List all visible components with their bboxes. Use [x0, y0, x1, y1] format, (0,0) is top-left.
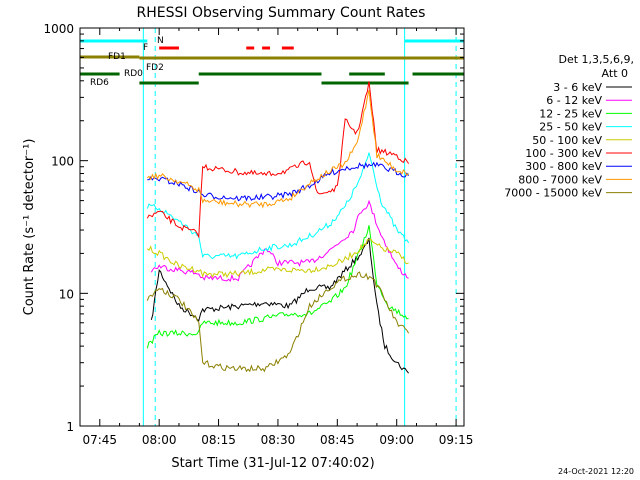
x-tick-label-1: 07:45 [82, 433, 117, 447]
y-axis-label: Count Rate (s⁻¹ detector⁻¹) [22, 139, 37, 316]
series-line-3 [146, 225, 409, 349]
flag-label-rd0: RD0 [124, 69, 143, 79]
chart-title: RHESSI Observing Summary Count Rates [137, 5, 426, 21]
legend-header-line-2: Att 0 [602, 67, 628, 80]
legend-label-5: 50 - 100 keV [532, 134, 602, 147]
x-tick-label-7: 09:15 [439, 433, 474, 447]
y-tick-label-2: 10 [59, 287, 74, 301]
legend-label-1: 3 - 6 keV [553, 81, 602, 94]
flag-label-fd1: FD1 [108, 52, 126, 62]
y-tick-label-4: 1000 [43, 22, 74, 36]
series-line-6 [146, 81, 410, 239]
series-line-9 [146, 271, 410, 373]
x-tick-label-4: 08:30 [261, 433, 296, 447]
axes: 07:45 08:00 08:15 08:30 08:45 09:00 09:15 1 10 10… [43, 22, 473, 447]
series-line-5 [146, 238, 409, 279]
legend-label-8: 800 - 7000 keV [518, 173, 602, 186]
legend-label-3: 12 - 25 keV [539, 107, 602, 120]
x-axis-label: Start Time (31-Jul-12 07:40:02) [171, 456, 374, 471]
series-line-8 [146, 89, 409, 209]
x-tick-label-3: 08:15 [201, 433, 236, 447]
flag-label-fd2: FD2 [146, 63, 164, 73]
legend-label-4: 25 - 50 keV [539, 121, 602, 134]
legend-label-9: 7000 - 15000 keV [504, 187, 602, 200]
legend-label-2: 6 - 12 keV [546, 94, 602, 107]
y-tick-label-3: 100 [51, 155, 74, 169]
x-tick-label-6: 09:00 [379, 433, 414, 447]
series-line-2 [150, 199, 409, 282]
x-tick-label-5: 08:45 [320, 433, 355, 447]
x-tick-label-2: 08:00 [142, 433, 177, 447]
legend-label-6: 100 - 300 keV [525, 147, 602, 160]
flag-label-n: N [157, 36, 164, 46]
legend-header-line-1: Det 1,3,5,6,9, [558, 53, 634, 66]
flag-label-f: F [143, 43, 148, 53]
y-tick-label-1: 1 [66, 420, 74, 434]
plot-frame [79, 27, 465, 427]
footer-date: 24-Oct-2021 12:20 [558, 467, 634, 476]
flag-label-rd6: RD6 [90, 78, 109, 88]
legend-label-7: 300 - 800 keV [525, 160, 602, 173]
